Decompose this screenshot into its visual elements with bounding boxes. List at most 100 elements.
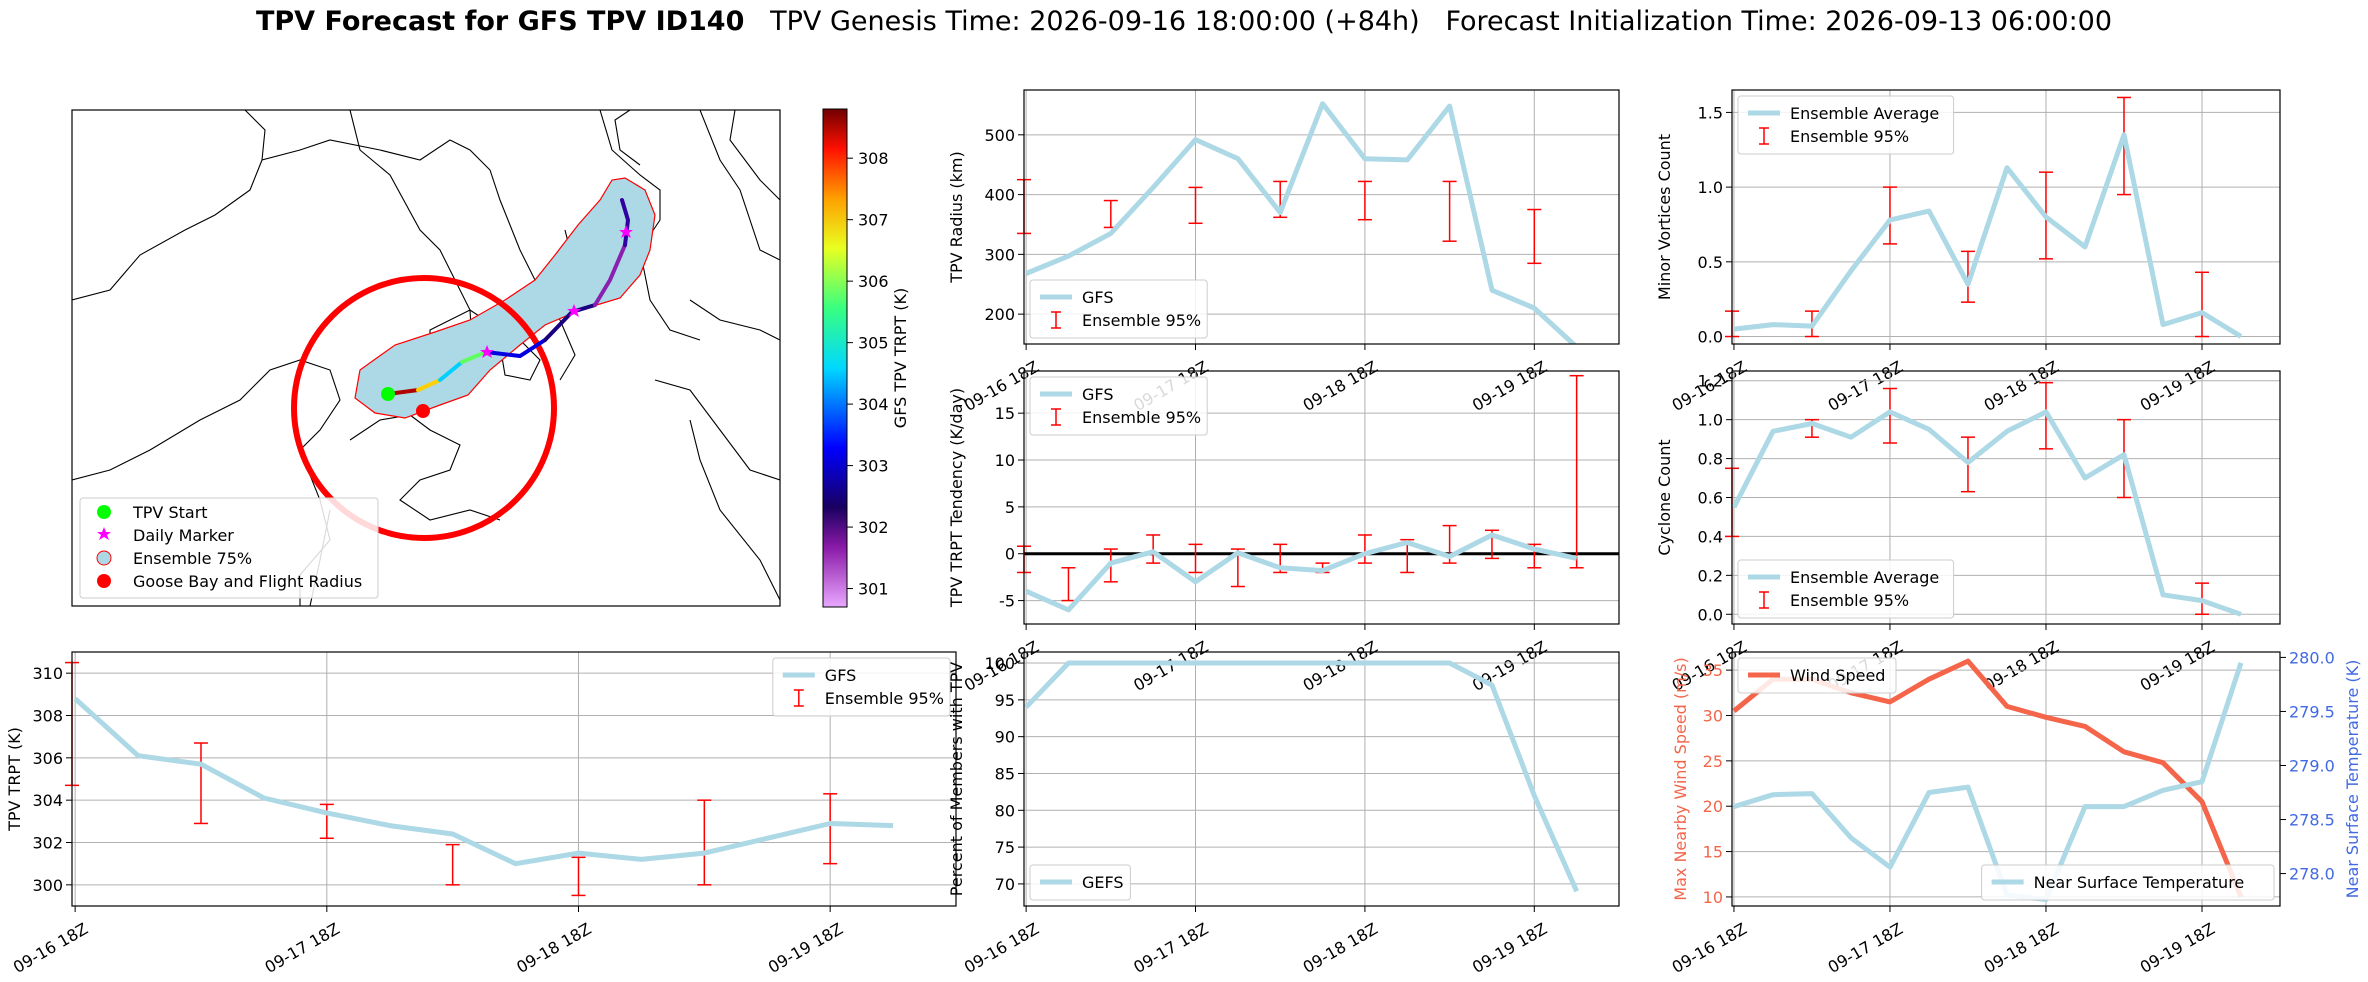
title-bold: TPV Forecast for GFS TPV ID140 [255,6,745,37]
x-tick-label: 09-17 18Z [1825,357,1906,415]
legend-label: GFS [1082,385,1113,404]
y-tick-label: 35 [1703,661,1723,680]
x-tick-label: 09-18 18Z [1300,637,1381,695]
y-tick-label: 0 [1005,545,1015,564]
x-tick-label: 09-19 18Z [2137,919,2218,977]
tpv-start-marker [381,387,395,401]
legend: GEFS [1029,864,1131,901]
y-tick-label: 15 [995,404,1015,423]
series-line-gfs [1025,101,1578,344]
y-tick-label: 200 [984,305,1015,324]
x-tick-label: 09-19 18Z [1469,637,1550,695]
y-tick-label: 0.6 [1698,489,1723,508]
y-tick-label: 310 [32,664,63,683]
x-tick-label: 09-16 18Z [1669,919,1750,977]
axes-frame [1023,370,1620,625]
y-tick-label: -5 [999,592,1015,611]
legend-box [1029,864,1131,901]
y-tick-label: 75 [995,838,1015,857]
legend: GFS Ensemble 95% [772,657,951,717]
legend-box [1737,559,1955,619]
y-tick-label: 85 [995,764,1015,783]
colorbar-tick-label: 304 [858,395,889,414]
y-tick-label: 304 [32,791,63,810]
series-line-wind-speed [1732,658,2244,898]
colorbar-tick-label: 308 [858,149,889,168]
y-tick-label: 0.8 [1698,450,1723,469]
y-axis-label: Minor Vortices Count [1655,134,1674,300]
y-tick-label: 0.0 [1698,328,1723,347]
legend-label: Ensemble 95% [1790,591,1909,610]
y-tick-label: 0.0 [1698,605,1723,624]
y-tick-label: 1.0 [1698,178,1723,197]
x-tick-label: 09-18 18Z [1300,919,1381,977]
x-tick-label: 09-17 18Z [1130,919,1211,977]
series-line-gefs [1024,660,1579,893]
legend-label: GFS [1082,288,1113,307]
colorbar: 301 302 303 304 305 306 307 308 GFS TPV TRPT (K… [822,108,910,608]
figure-title: TPV Forecast for GFS TPV ID140 TPV Genes… [0,6,2368,37]
legend-box [1029,376,1208,436]
legend-label: GFS [825,666,856,685]
x-tick-label: 09-18 18Z [1300,357,1381,415]
lightblue-circle-icon [96,550,112,566]
y-tick-label: 1.0 [1698,411,1723,430]
x-tick-label: 09-16 18Z [961,919,1042,977]
y-tick-label: 500 [984,126,1015,145]
magenta-star-icon [97,527,111,540]
y-tick-label: 80 [995,801,1015,820]
legend-label: Ensemble 95% [1082,311,1201,330]
x-tick-label: 09-17 18Z [262,919,343,977]
goose-bay-marker [416,404,430,418]
title-genesis: TPV Genesis Time: 2026-09-16 18:00:00 (+… [770,6,1420,37]
y-tick-label: 302 [32,834,63,853]
colorbar-tick-label: 305 [858,334,889,353]
legend-box [1737,95,1955,155]
y-right-tick-label: 278.0 [2289,865,2335,884]
legend-label: Ensemble Average [1790,568,1939,587]
y-tick-label: 300 [984,245,1015,264]
y-tick-label: 308 [32,707,63,726]
y-axis-label: Percent of Members with TPV [947,662,966,896]
y-tick-label: 20 [1703,797,1723,816]
y-tick-label: 0.5 [1698,253,1723,272]
legend: GFS Ensemble 95% [1029,376,1208,436]
y-axis-label: Cyclone Count [1655,439,1674,555]
flight-radius-circle [291,275,557,541]
axes-frame [1731,370,2281,625]
axes-frame [1023,89,1620,345]
legend-label: Near Surface Temperature [2034,873,2245,892]
legend-label: Ensemble 95% [1790,127,1909,146]
legend: Ensemble Average Ensemble 95% [1737,95,1955,155]
legend: Ensemble Average Ensemble 95% [1737,559,1955,619]
series-line-near-surface-temperature [1733,662,2244,902]
x-tick-label: 09-19 18Z [1469,919,1550,977]
colorbar-label: GFS TPV TRPT (K) [891,288,910,428]
y-axis-label: Max Nearby Wind Speed (m/s) [1671,657,1690,900]
red-dot-icon [97,574,111,588]
series-line-ensemble-average [1732,409,2242,617]
green-dot-icon [97,505,111,519]
y-tick-label: 90 [995,728,1015,747]
axes-frame [1731,89,2281,345]
map-legend-label: Goose Bay and Flight Radius [133,572,362,591]
series-line-gfs [1025,532,1578,613]
legend: Wind Speed [1737,657,1897,694]
axes-frame [1023,651,1620,907]
x-tick-label: 09-18 18Z [1981,919,2062,977]
map-legend-label: TPV Start [132,503,208,522]
x-tick-label: 09-16 18Z [10,919,91,977]
x-tick-label: 09-19 18Z [765,919,846,977]
ensemble-75-envelope [354,177,656,419]
colorbar-tick-label: 307 [858,211,889,230]
legend-box [772,657,951,717]
map-legend: TPV Start Daily Marker Ensemble 75% Goos… [79,497,379,599]
chart-wind: 10 15 20 25 30 35 Max Nearby Wind Speed (m/s) 0… [1669,648,2362,977]
series-line-gfs [73,696,894,867]
x-tick-label: 09-18 18Z [1981,357,2062,415]
y-tick-label: 400 [984,186,1015,205]
x-tick-label: 09-19 18Z [1469,357,1550,415]
series-line-ensemble-average [1733,132,2243,339]
